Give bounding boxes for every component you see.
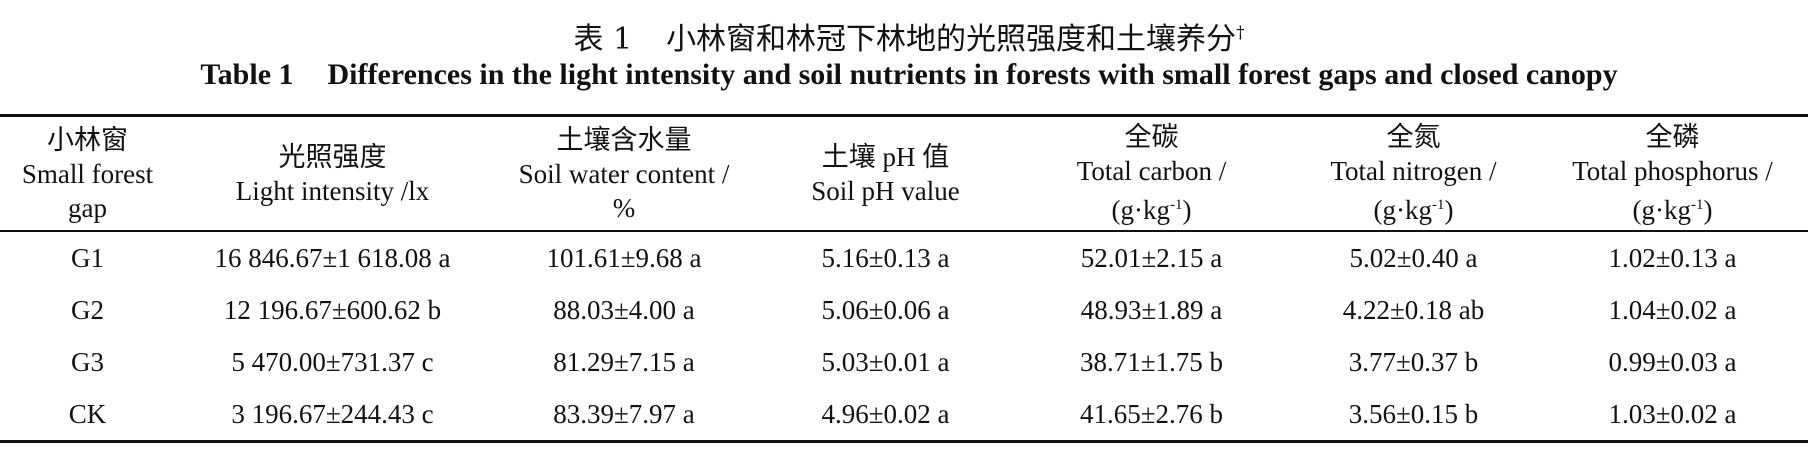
title-en: Table 1 Differences in the light intensit… xyxy=(0,58,1818,92)
table-cell: 81.29±7.15 a xyxy=(553,346,695,377)
title-text: 小林窗和林冠下林地的光照强度和土壤养分 xyxy=(666,22,1237,57)
table-row: G1 16 846.67±1 618.08 a 101.61±9.68 a 5.16±… xyxy=(0,231,1808,284)
footnote-mark: † xyxy=(1236,23,1245,43)
table-cell: 16 846.67±1 618.08 a xyxy=(214,242,451,273)
table-cell: 41.65±2.76 b xyxy=(1079,398,1224,429)
table-cell: 101.61±9.68 a xyxy=(546,242,702,273)
header-line: Small forest xyxy=(21,158,154,189)
header-line: gap xyxy=(68,192,107,223)
data-table: 小林窗 Small forest gap 光照强度 Light intensity /l… xyxy=(0,114,1808,443)
unit-exponent: -1 xyxy=(1431,197,1445,213)
unit-base: (g·kg xyxy=(1111,195,1170,225)
header-cell: 全氮 Total nitrogen / (g·kg-1) xyxy=(1290,116,1537,232)
header-line: % xyxy=(612,192,636,223)
header-line: Total nitrogen / xyxy=(1330,156,1497,186)
unit-exponent: -1 xyxy=(1690,197,1704,213)
header-cell: 土壤含水量 Soil water content /% xyxy=(490,116,758,232)
table-cell: 0.99±0.03 a xyxy=(1608,346,1737,377)
unit-tail: ) xyxy=(1444,195,1454,225)
table-cell: 3.77±0.37 b xyxy=(1348,346,1479,377)
table-cell: 3 196.67±244.43 c xyxy=(231,398,434,429)
table-cell: 5.03±0.01 a xyxy=(821,346,950,377)
header-line: Total phosphorus / xyxy=(1572,156,1773,186)
title-cn: 表 1 小林窗和林冠下林地的光照强度和土壤养分† xyxy=(0,14,1818,58)
unit-tail: ) xyxy=(1182,195,1192,225)
header-line: 全氮 xyxy=(1386,122,1441,152)
table-cell: 4.22±0.18 ab xyxy=(1342,294,1485,325)
table-cell: 1.03±0.02 a xyxy=(1608,398,1737,429)
header-cell: 小林窗 Small forest gap xyxy=(0,116,175,232)
table-cell: 12 196.67±600.62 b xyxy=(223,294,442,325)
title-text: Differences in the light intensity and s… xyxy=(327,58,1618,91)
header-cell: 全碳 Total carbon / (g·kg-1) xyxy=(1013,116,1290,232)
table-row: G3 5 470.00±731.37 c 81.29±7.15 a 5.03±0.01… xyxy=(0,336,1808,388)
table-cell: 88.03±4.00 a xyxy=(553,294,695,325)
table-cell: 3.56±0.15 b xyxy=(1348,398,1479,429)
table-cell: 4.96±0.02 a xyxy=(821,398,950,429)
table-label: 表 1 xyxy=(573,22,633,57)
header-line: (g·kg-1) xyxy=(1013,188,1290,227)
header-line: 小林窗 xyxy=(47,124,128,155)
header-row: 小林窗 Small forest gap 光照强度 Light intensity /l… xyxy=(0,115,1808,232)
unit-exponent: -1 xyxy=(1169,197,1183,213)
header-line: Soil pH value xyxy=(811,175,960,206)
header-cell: 土壤 pH 值 Soil pH value xyxy=(758,116,1013,232)
header-line: 土壤 pH 值 xyxy=(821,141,950,172)
table-cell: 52.01±2.15 a xyxy=(1080,242,1223,273)
unit-tail: ) xyxy=(1703,195,1713,225)
table-cell: G1 xyxy=(71,242,104,273)
header-line: 全磷 xyxy=(1645,122,1700,152)
table-cell: 5 470.00±731.37 c xyxy=(231,346,434,377)
header-line: 土壤含水量 xyxy=(556,124,692,155)
table-cell: 5.06±0.06 a xyxy=(821,294,950,325)
table-row: CK 3 196.67±244.43 c 83.39±7.97 a 4.96±0.02… xyxy=(0,388,1808,442)
header-line: 光照强度 xyxy=(278,141,387,172)
table-cell: 48.93±1.89 a xyxy=(1080,294,1223,325)
unit-base: (g·kg xyxy=(1373,195,1432,225)
table-cell: 1.04±0.02 a xyxy=(1608,294,1737,325)
table-cell: 83.39±7.97 a xyxy=(553,398,695,429)
header-line: (g·kg-1) xyxy=(1537,188,1808,227)
table-cell: 38.71±1.75 b xyxy=(1079,346,1224,377)
table-cell: 5.02±0.40 a xyxy=(1349,242,1478,273)
table-row: G2 12 196.67±600.62 b 88.03±4.00 a 5.06±0.0… xyxy=(0,284,1808,336)
table-cell: G2 xyxy=(71,294,104,325)
header-line: (g·kg-1) xyxy=(1290,188,1537,227)
table-cell: CK xyxy=(68,398,107,429)
table-cell: 1.02±0.13 a xyxy=(1608,242,1737,273)
header-line: Light intensity /lx xyxy=(235,175,430,206)
header-cell: 全磷 Total phosphorus / (g·kg-1) xyxy=(1537,116,1808,232)
header-line: Soil water content / xyxy=(518,158,730,189)
table-body: G1 16 846.67±1 618.08 a 101.61±9.68 a 5.16±… xyxy=(0,231,1808,442)
unit-base: (g·kg xyxy=(1632,195,1691,225)
table-label: Table 1 xyxy=(200,58,294,91)
table-cell: G3 xyxy=(71,346,104,377)
header-line: 全碳 xyxy=(1124,122,1179,152)
header-cell: 光照强度 Light intensity /lx xyxy=(175,116,490,232)
table-cell: 5.16±0.13 a xyxy=(821,242,950,273)
header-line: Total carbon / xyxy=(1076,156,1227,186)
